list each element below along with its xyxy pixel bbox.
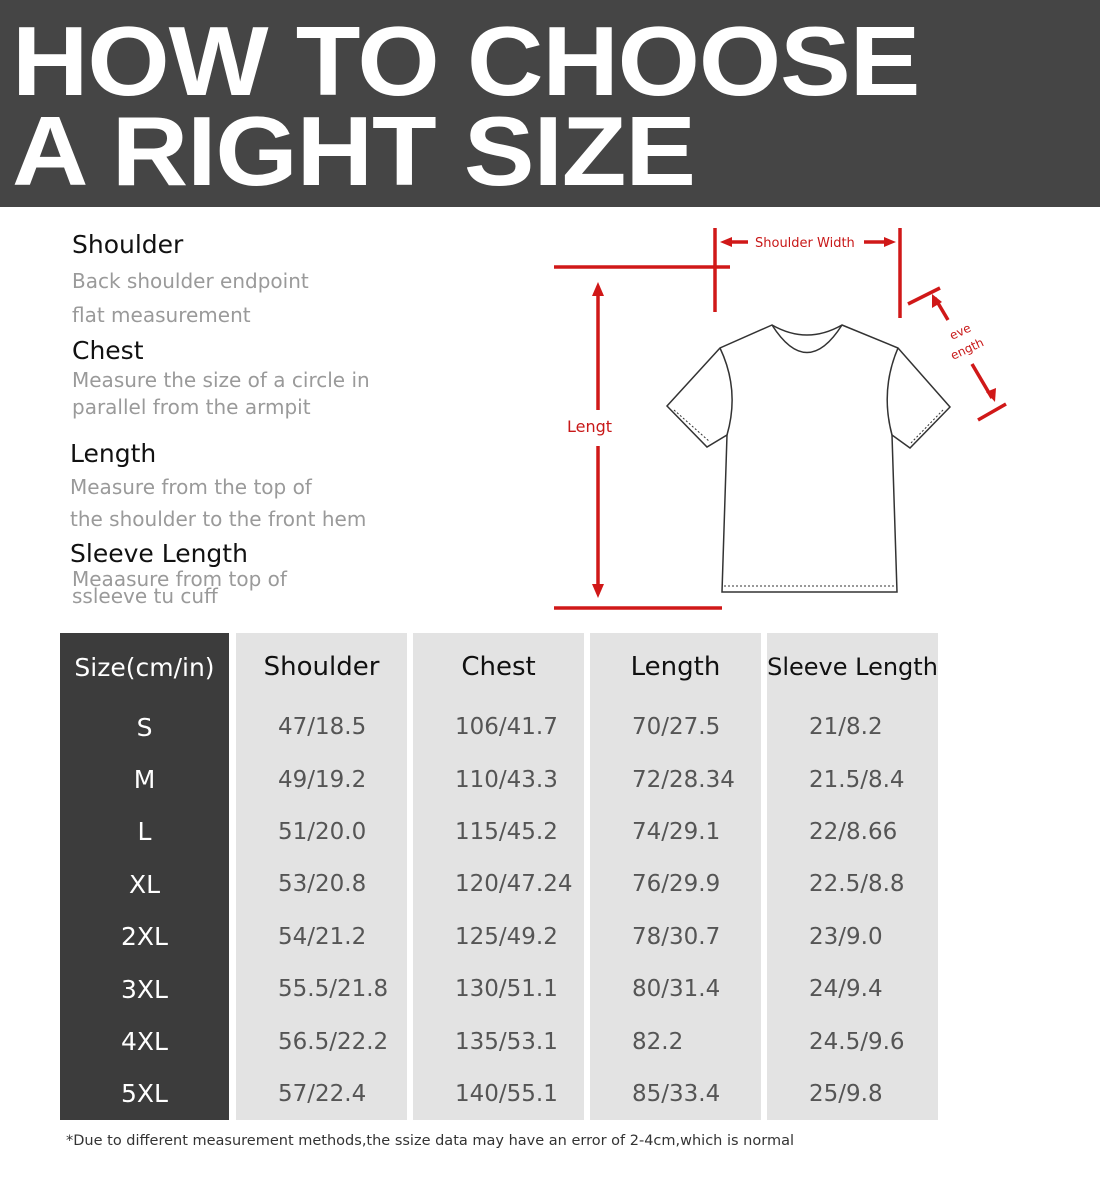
table-cell-shoulder: 47/18.5 xyxy=(278,714,367,741)
header-chest: Chest xyxy=(461,652,536,682)
table-cell-chest: 135/53.1 xyxy=(455,1028,558,1055)
table-cell-chest: 110/43.3 xyxy=(455,766,558,793)
table-cell-length: 80/31.4 xyxy=(632,976,721,1003)
table-cell-length: 74/29.1 xyxy=(632,818,721,845)
table-cell-length: 70/27.5 xyxy=(632,714,721,741)
table-cell-length: 78/30.7 xyxy=(632,923,721,950)
table-cell-sleeve: 22/8.66 xyxy=(809,818,898,845)
table-cell-chest: 140/55.1 xyxy=(455,1080,558,1107)
table-cell-length: 76/29.9 xyxy=(632,871,721,898)
desc-line: ssleeve tu cuff xyxy=(72,584,218,608)
header-shoulder: Shoulder xyxy=(263,652,380,682)
table-cell-shoulder: 57/22.4 xyxy=(278,1080,367,1107)
title-line-2: A RIGHT SIZE xyxy=(12,96,696,206)
table-cell-chest: 106/41.7 xyxy=(455,714,558,741)
desc-line: Measure the size of a circle in xyxy=(72,368,370,392)
header-length: Length xyxy=(630,652,721,682)
table-cell-shoulder: 51/20.0 xyxy=(278,818,367,845)
desc-line: flat measurement xyxy=(72,303,251,327)
shoulder-column: Shoulder 47/18.5 49/19.2 51/20.0 53/20.8 54/… xyxy=(236,633,407,1120)
footnote: *Due to different measurement methods,th… xyxy=(66,1133,794,1149)
table-cell-shoulder: 55.5/21.8 xyxy=(278,976,389,1003)
table-cell-chest: 115/45.2 xyxy=(455,818,558,845)
def-shoulder-desc: Back shoulder endpoint flat measurement xyxy=(72,265,309,331)
desc-line: Measure from the top of xyxy=(70,475,312,499)
table-cell-shoulder: 56.5/22.2 xyxy=(278,1028,389,1055)
def-chest-term: Chest xyxy=(72,336,144,365)
sleeve-column: Sleeve Length 21/8.2 21.5/8.4 22/8.66 22.5/… xyxy=(767,633,938,1120)
table-cell-sleeve: 21.5/8.4 xyxy=(809,766,905,793)
table-cell-sizes: 5XL xyxy=(121,1079,168,1109)
length-label: Lengt xyxy=(567,417,612,436)
table-cell-shoulder: 49/19.2 xyxy=(278,766,367,793)
table-cell-sizes: S xyxy=(136,712,153,742)
table-cell-sizes: XL xyxy=(128,869,161,899)
sleeve-bottom-guide xyxy=(977,402,1007,422)
desc-line: Back shoulder endpoint xyxy=(72,269,309,293)
def-length-term: Length xyxy=(70,439,157,468)
desc-line: the shoulder to the front hem xyxy=(70,507,367,531)
table-cell-length: 82.2 xyxy=(632,1028,684,1055)
table-cell-sizes: 4XL xyxy=(121,1027,168,1057)
table-cell-sleeve: 25/9.8 xyxy=(809,1080,883,1107)
shoulder-width-label: Shoulder Width xyxy=(755,236,855,251)
title-line-1: HOW TO CHOOSE xyxy=(12,6,920,116)
table-cell-sizes: 3XL xyxy=(121,974,168,1004)
def-sleeve-desc: Meaasure from top of ssleeve tu cuff xyxy=(72,567,287,608)
def-length-desc: Measure from the top of the shoulder to t… xyxy=(70,471,366,535)
table-cell-length: 72/28.34 xyxy=(632,766,735,793)
table-cell-sizes: L xyxy=(137,817,152,847)
def-sleeve-term: Sleeve Length xyxy=(70,539,248,568)
table-cell-length: 85/33.4 xyxy=(632,1080,721,1107)
table-cell-sleeve: 24.5/9.6 xyxy=(809,1028,905,1055)
table-cell-chest: 130/51.1 xyxy=(455,976,558,1003)
table-cell-sizes: M xyxy=(133,765,156,795)
header-sleeve: Sleeve Length xyxy=(767,653,938,681)
title-banner: HOW TO CHOOSE A RIGHT SIZE xyxy=(0,0,1100,207)
table-cell-sleeve: 24/9.4 xyxy=(809,976,883,1003)
size-column: Size(cm/in) S M L XL 2XL 3XL 4XL 5XL xyxy=(60,633,229,1120)
table-cell-sizes: 2XL xyxy=(121,922,168,952)
desc-line: Meaasure from top of xyxy=(72,567,287,591)
table-cell-chest: 125/49.2 xyxy=(455,923,558,950)
table-cell-sleeve: 22.5/8.8 xyxy=(809,871,905,898)
table-cell-shoulder: 53/20.8 xyxy=(278,871,367,898)
desc-line: parallel from the armpit xyxy=(72,395,311,419)
tshirt-outline xyxy=(665,324,952,593)
chest-column: Chest 106/41.7 110/43.3 115/45.2 120/47.24 1… xyxy=(413,633,584,1120)
table-cell-chest: 120/47.24 xyxy=(455,871,573,898)
table-cell-shoulder: 54/21.2 xyxy=(278,923,367,950)
header-size: Size(cm/in) xyxy=(74,652,215,682)
length-column: Length 70/27.5 72/28.34 74/29.1 76/29.9 78/3… xyxy=(590,633,761,1120)
table-cell-sleeve: 23/9.0 xyxy=(809,923,883,950)
sleeve-top-guide xyxy=(907,286,941,306)
table-cell-sleeve: 21/8.2 xyxy=(809,714,883,741)
tshirt-diagram: Shoulder Width Lengt eve ength xyxy=(554,228,1007,610)
def-chest-desc: Measure the size of a circle in parallel … xyxy=(72,367,370,421)
def-shoulder-term: Shoulder xyxy=(72,230,184,259)
